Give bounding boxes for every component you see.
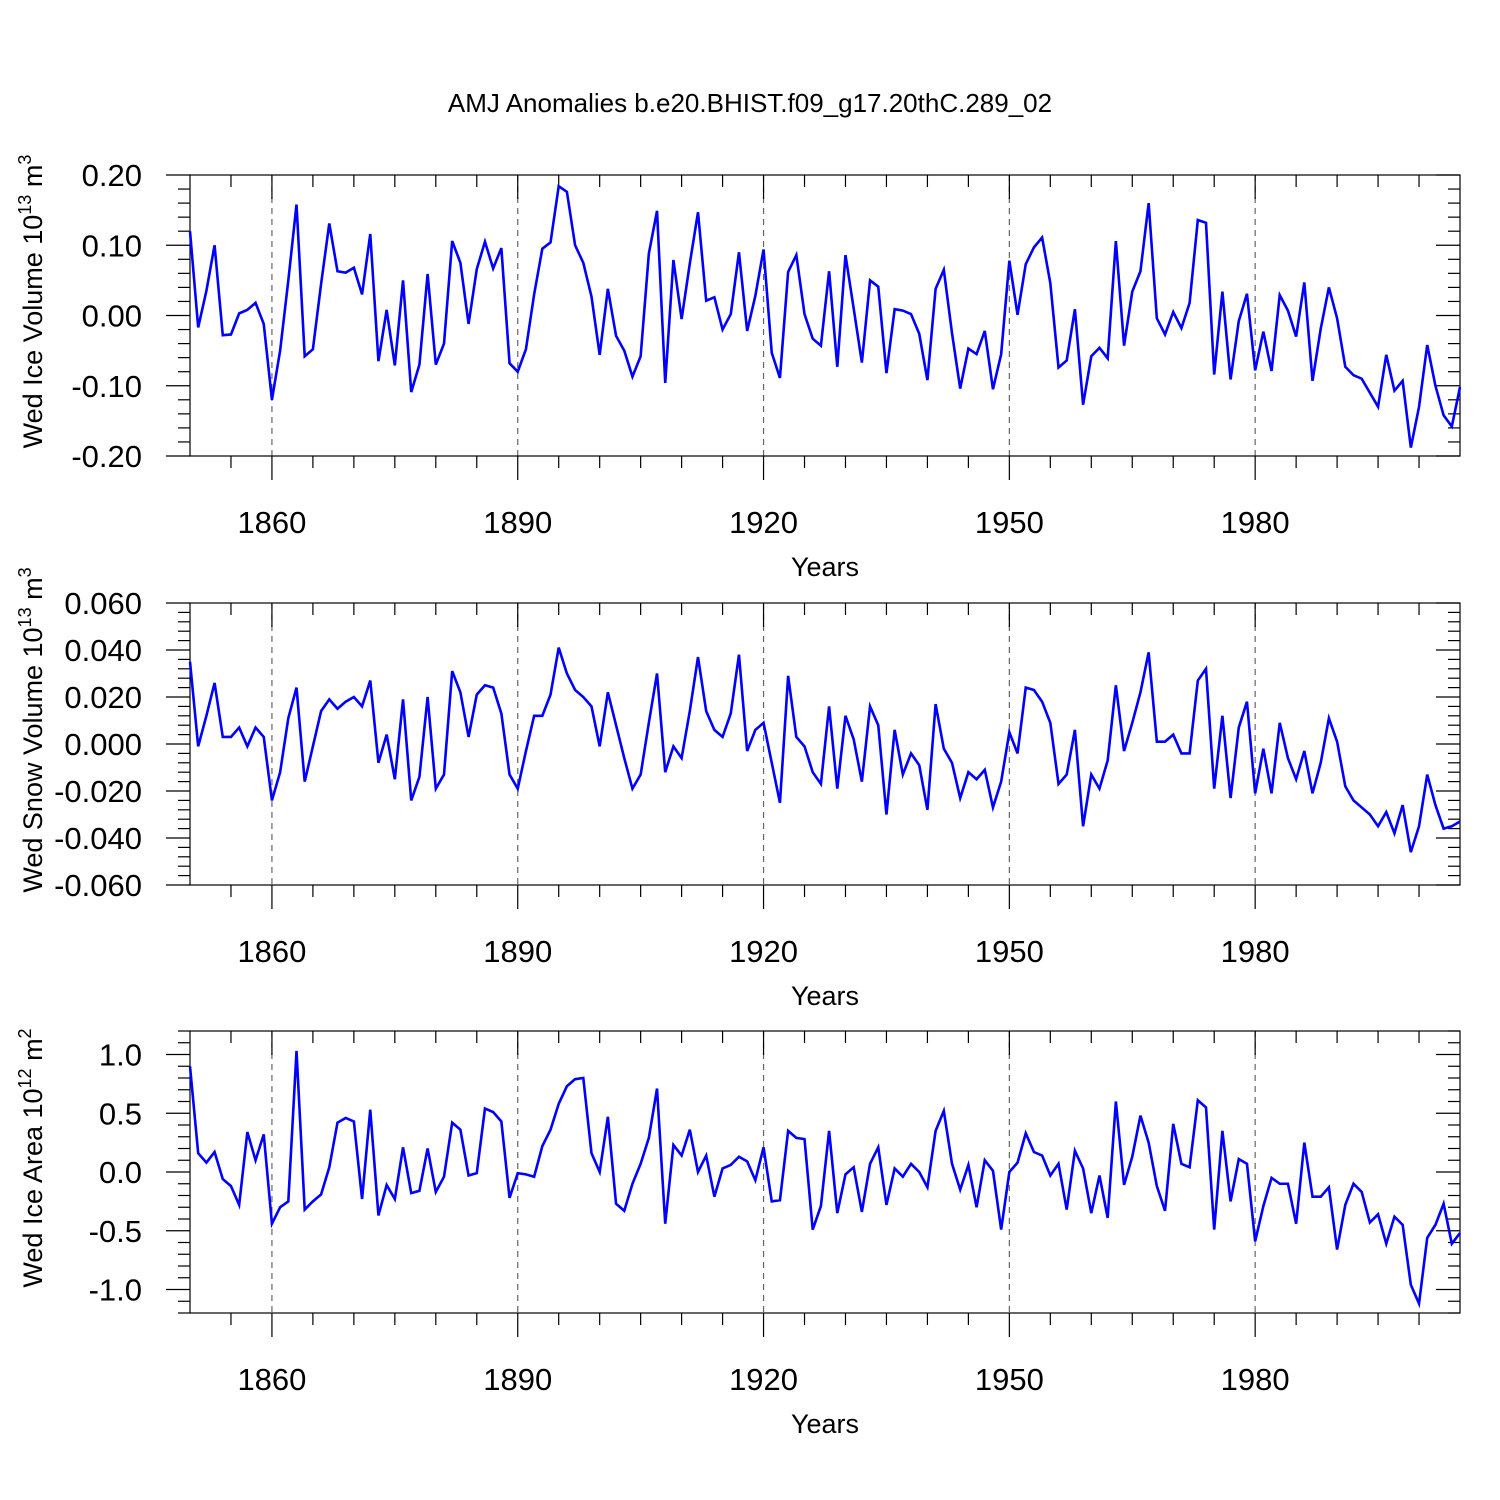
x-tick-label: 1950 [975, 1362, 1044, 1397]
y-label-unit: m [18, 165, 48, 195]
x-axis-label: Years [791, 981, 859, 1011]
y-axis-label: Wed Ice Volume 1013 m3 [15, 155, 48, 449]
panel-1: -0.20 -0.10 0.00 0.10 0.20 1860 1890 1920 1950 19… [15, 155, 1462, 582]
y-tick-label: 0.000 [64, 727, 142, 762]
y-tick-label: 0.00 [82, 299, 142, 334]
y-tick-label: -0.10 [71, 369, 142, 404]
series-line [188, 647, 1461, 853]
x-axis-label: Years [791, 552, 859, 582]
y-tick-label: 1.0 [99, 1038, 142, 1073]
x-tick-label: 1920 [729, 1362, 798, 1397]
y-tick-label: 0.060 [64, 586, 142, 621]
series-line [188, 183, 1462, 448]
y-label-exponent: 13 [15, 607, 35, 627]
series-line [188, 1050, 1462, 1309]
y-label-exponent: 13 [15, 195, 35, 215]
x-tick-label: 1950 [975, 934, 1044, 969]
y-tick-label: 0.0 [99, 1155, 142, 1190]
y-tick-label: -0.060 [54, 868, 142, 903]
x-tick-label: 1890 [483, 934, 552, 969]
x-tick-label: 1860 [237, 934, 306, 969]
y-tick-label: -1.0 [89, 1273, 142, 1308]
x-tick-label: 1980 [1221, 934, 1290, 969]
x-tick-label: 1860 [237, 1362, 306, 1397]
panel-2: -0.060 -0.040 -0.020 0.000 0.020 0.040 0.060 18… [15, 567, 1461, 1011]
x-tick-label: 1980 [1221, 505, 1290, 540]
x-tick-label: 1890 [483, 505, 552, 540]
y-label-prefix: Wed Ice Area 10 [18, 1088, 48, 1287]
y-label-unit: m [18, 577, 48, 607]
panel-3: -1.0 -0.5 0.0 0.5 1.0 1860 1890 1920 1950 1980 Yea… [15, 1028, 1462, 1439]
y-tick-label: -0.20 [71, 439, 142, 474]
y-tick-label: -0.040 [54, 821, 142, 856]
y-label-unit-exponent: 3 [15, 567, 35, 577]
y-axis-label: Wed Snow Volume 1013 m3 [15, 567, 48, 892]
x-tick-label: 1860 [237, 505, 306, 540]
y-tick-label: -0.5 [89, 1214, 142, 1249]
y-tick-label: 0.5 [99, 1096, 142, 1131]
y-tick-label: -0.020 [54, 774, 142, 809]
x-tick-label: 1920 [729, 934, 798, 969]
y-label-unit-exponent: 3 [15, 155, 35, 165]
x-tick-label: 1920 [729, 505, 798, 540]
y-tick-label: 0.10 [82, 228, 142, 263]
y-label-prefix: Wed Snow Volume 10 [18, 627, 48, 892]
x-tick-label: 1980 [1221, 1362, 1290, 1397]
chart-title: AMJ Anomalies b.e20.BHIST.f09_g17.20thC.… [448, 88, 1052, 118]
y-tick-label: 0.020 [64, 680, 142, 715]
x-tick-label: 1890 [483, 1362, 552, 1397]
y-tick-label: 0.040 [64, 633, 142, 668]
y-axis-label: Wed Ice Area 1012 m2 [15, 1028, 48, 1287]
y-label-unit: m [18, 1038, 48, 1068]
y-label-prefix: Wed Ice Volume 10 [18, 215, 48, 449]
y-label-unit-exponent: 2 [15, 1028, 35, 1038]
y-label-exponent: 12 [15, 1068, 35, 1088]
x-axis-label: Years [791, 1409, 859, 1439]
x-tick-label: 1950 [975, 505, 1044, 540]
y-tick-label: 0.20 [82, 158, 142, 193]
